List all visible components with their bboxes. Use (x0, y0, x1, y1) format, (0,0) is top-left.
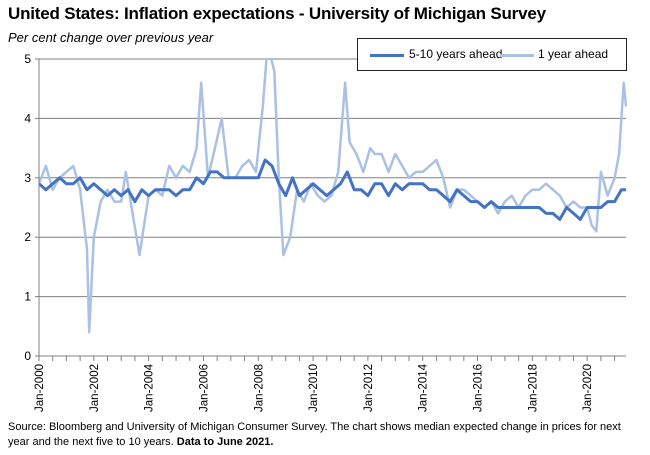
chart-legend: 5-10 years ahead 1 year ahead (357, 38, 627, 71)
y-tick-label: 3 (24, 171, 31, 185)
source-text: Source: Bloomberg and University of Mich… (8, 421, 621, 448)
series-line-short-term (39, 58, 628, 334)
x-tick-label: Jan-2018 (527, 364, 539, 412)
x-tick-label: Jan-2012 (363, 364, 375, 412)
series-line-long-term (39, 158, 626, 221)
source-data-note: Data to June 2021. (176, 436, 274, 448)
x-tick-label: Jan-2000 (34, 364, 46, 412)
x-tick-label: Jan-2008 (253, 364, 265, 412)
legend-swatch-short-term (500, 54, 534, 57)
x-tick-label: Jan-2016 (473, 364, 485, 412)
y-tick-label: 0 (24, 349, 31, 363)
x-tick-label: Jan-2010 (308, 364, 320, 412)
source-note: Source: Bloomberg and University of Mich… (8, 420, 642, 450)
series-layer (39, 58, 628, 334)
x-tick-label: Jan-2004 (144, 363, 156, 412)
legend-swatch-long-term (370, 54, 404, 57)
y-tick-label: 5 (24, 52, 31, 66)
y-tick-label: 1 (24, 290, 31, 304)
x-tick-label: Jan-2014 (418, 363, 430, 412)
y-tick-label: 2 (24, 230, 31, 244)
y-tick-label: 4 (24, 111, 31, 125)
x-tick-label: Jan-2020 (582, 364, 594, 412)
x-axis-ticks: Jan-2000 Jan-2002 Jan-2004 Jan-2006 Jan-2008… (34, 356, 616, 412)
y-axis-ticks: 0 1 2 3 4 5 (24, 52, 39, 363)
legend-label-short-term: 1 year ahead (538, 47, 609, 61)
chart-title: United States: Inflation expectations - … (8, 4, 546, 23)
legend-label-long-term: 5-10 years ahead (409, 47, 503, 61)
chart-subtitle: Per cent change over previous year (8, 30, 214, 45)
x-tick-label: Jan-2002 (89, 364, 101, 412)
x-tick-label: Jan-2006 (198, 364, 210, 412)
